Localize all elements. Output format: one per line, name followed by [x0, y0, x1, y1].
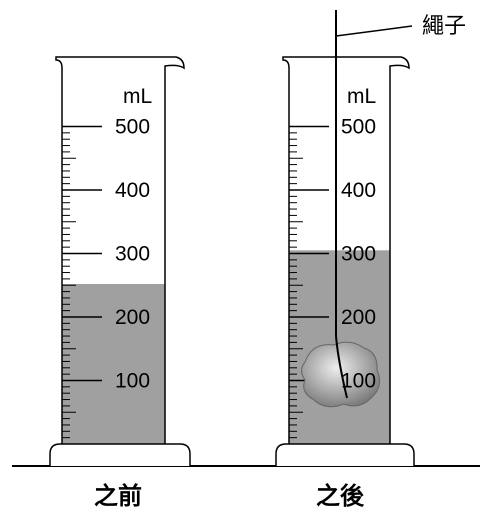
- scale-ticks-before: [62, 125, 102, 439]
- water-fill-before: [62, 283, 165, 444]
- cylinder-outline-after: [282, 56, 410, 444]
- cylinder-after: mL 100 200 300 400 500 之後: [275, 10, 415, 510]
- caption-before: 之前: [94, 482, 142, 510]
- cylinder-outline-before: [55, 56, 185, 444]
- rope-label: 繩子: [422, 14, 466, 39]
- scale-label-after-400: 400: [341, 179, 376, 202]
- scale-labels-after: 100 200 300 400 500: [341, 116, 376, 393]
- scale-label-after-100: 100: [341, 370, 376, 393]
- scale-label-before-500: 500: [115, 116, 150, 139]
- scale-label-before-300: 300: [115, 243, 150, 266]
- unit-label-before: mL: [123, 85, 152, 108]
- scale-label-after-300: 300: [341, 243, 376, 266]
- cylinder-before: mL 100 200 300 400 500 之前: [49, 56, 191, 510]
- rope-callout-line: [335, 25, 413, 37]
- scale-label-after-200: 200: [341, 306, 376, 329]
- rope-lower: [335, 335, 348, 399]
- scale-label-before-400: 400: [115, 179, 150, 202]
- scale-label-before-200: 200: [115, 306, 150, 329]
- unit-label-after: mL: [347, 85, 376, 108]
- scale-label-before-100: 100: [115, 370, 150, 393]
- cylinder-base-before: [49, 443, 191, 466]
- scale-label-after-500: 500: [341, 116, 376, 139]
- scale-labels-before: 100 200 300 400 500: [115, 116, 150, 393]
- rock: [301, 341, 381, 408]
- cylinder-base-after: [275, 443, 415, 466]
- caption-after: 之後: [316, 482, 365, 510]
